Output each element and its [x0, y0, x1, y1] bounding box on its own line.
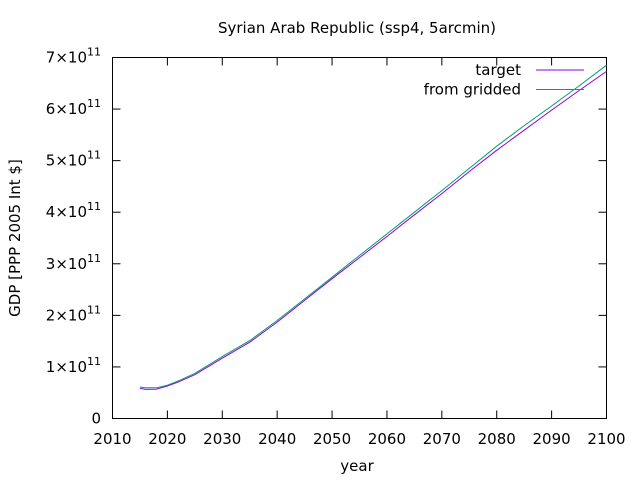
y-tick-label: 4×1011 — [46, 200, 101, 221]
legend: target from gridded — [424, 61, 584, 99]
plot-frame — [112, 57, 607, 419]
chart-title: Syrian Arab Republic (ssp4, 5arcmin) — [218, 19, 496, 37]
x-tick-label: 2070 — [423, 430, 461, 448]
legend-label: from gridded — [424, 81, 521, 99]
x-tick-label: 2050 — [313, 430, 351, 448]
series-line-target — [139, 70, 607, 390]
y-tick-label: 0 — [91, 410, 101, 428]
y-tick-label: 6×1011 — [46, 97, 101, 118]
x-tick-label: 2030 — [203, 430, 241, 448]
x-tick-label: 2090 — [533, 430, 571, 448]
x-tick-label: 2060 — [368, 430, 406, 448]
y-axis: 0 1×1011 2×1011 3×1011 4×1011 5×1011 6×1011 7×1… — [46, 46, 607, 428]
series-lines — [139, 64, 607, 390]
x-tick-label: 2040 — [258, 430, 296, 448]
x-axis-title: year — [340, 457, 374, 475]
x-tick-label: 2020 — [148, 430, 186, 448]
legend-label: target — [475, 61, 521, 79]
x-tick-label: 2080 — [478, 430, 516, 448]
y-axis-title: GDP [PPP 2005 Int $] — [6, 159, 24, 317]
x-tick-label: 2100 — [587, 430, 625, 448]
series-line-from-gridded — [139, 64, 607, 389]
y-tick-label: 5×1011 — [46, 149, 101, 170]
y-tick-label: 3×1011 — [46, 252, 101, 273]
y-tick-label: 1×1011 — [46, 355, 101, 376]
x-axis: 2010 2020 2030 2040 2050 2060 2070 2080 2090 2100 — [93, 57, 626, 448]
y-tick-label: 2×1011 — [46, 303, 101, 324]
y-tick-label: 7×1011 — [46, 46, 101, 67]
x-tick-label: 2010 — [93, 430, 131, 448]
